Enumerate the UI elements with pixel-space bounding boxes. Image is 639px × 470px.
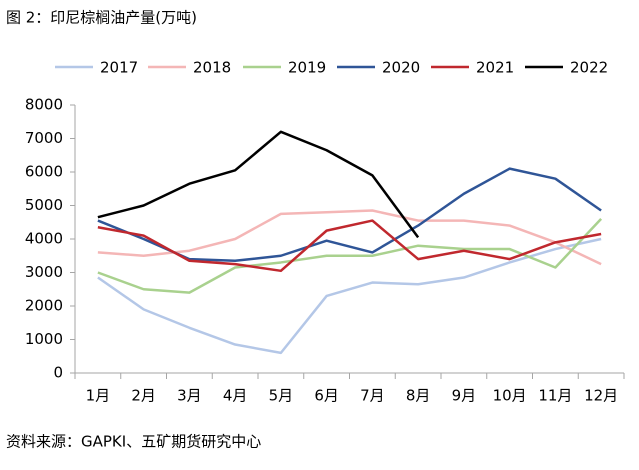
y-tick-label: 1000	[25, 330, 63, 348]
series-line	[97, 167, 602, 263]
y-tick-label: 2000	[25, 297, 63, 315]
x-tick-label: 5月	[269, 387, 294, 405]
x-tick-label: 6月	[314, 387, 339, 405]
legend-label: 2022	[570, 59, 608, 77]
x-tick-label: 7月	[360, 387, 385, 405]
legend-label: 2018	[193, 59, 231, 77]
legend-label: 2020	[382, 59, 420, 77]
series-line	[97, 218, 603, 294]
x-tick-label: 12月	[584, 387, 618, 405]
series-line	[97, 130, 420, 239]
chart-title: 图 2：印尼棕榈油产量(万吨)	[6, 9, 197, 27]
y-tick-label: 6000	[25, 163, 63, 181]
y-tick-label: 3000	[25, 263, 63, 281]
x-tick-label: 8月	[406, 387, 431, 405]
x-tick-label: 9月	[452, 387, 477, 405]
x-tick-label: 3月	[177, 387, 202, 405]
x-tick-label: 10月	[493, 387, 527, 405]
series-line	[97, 219, 602, 273]
y-tick-label: 8000	[25, 96, 63, 114]
legend-label: 2019	[288, 59, 326, 77]
legend-label: 2017	[100, 59, 138, 77]
y-tick-label: 4000	[25, 230, 63, 248]
y-tick-label: 0	[53, 364, 63, 382]
y-tick-label: 7000	[25, 129, 63, 147]
x-tick-label: 1月	[86, 387, 111, 405]
source: 资料来源：GAPKI、五矿期货研究中心	[6, 433, 261, 451]
legend-label: 2021	[476, 59, 514, 77]
series-line	[97, 209, 602, 266]
series-line	[97, 237, 602, 355]
x-tick-label: 4月	[223, 387, 248, 405]
y-tick-label: 5000	[25, 196, 63, 214]
x-tick-label: 2月	[131, 387, 156, 405]
x-tick-label: 11月	[538, 387, 572, 405]
